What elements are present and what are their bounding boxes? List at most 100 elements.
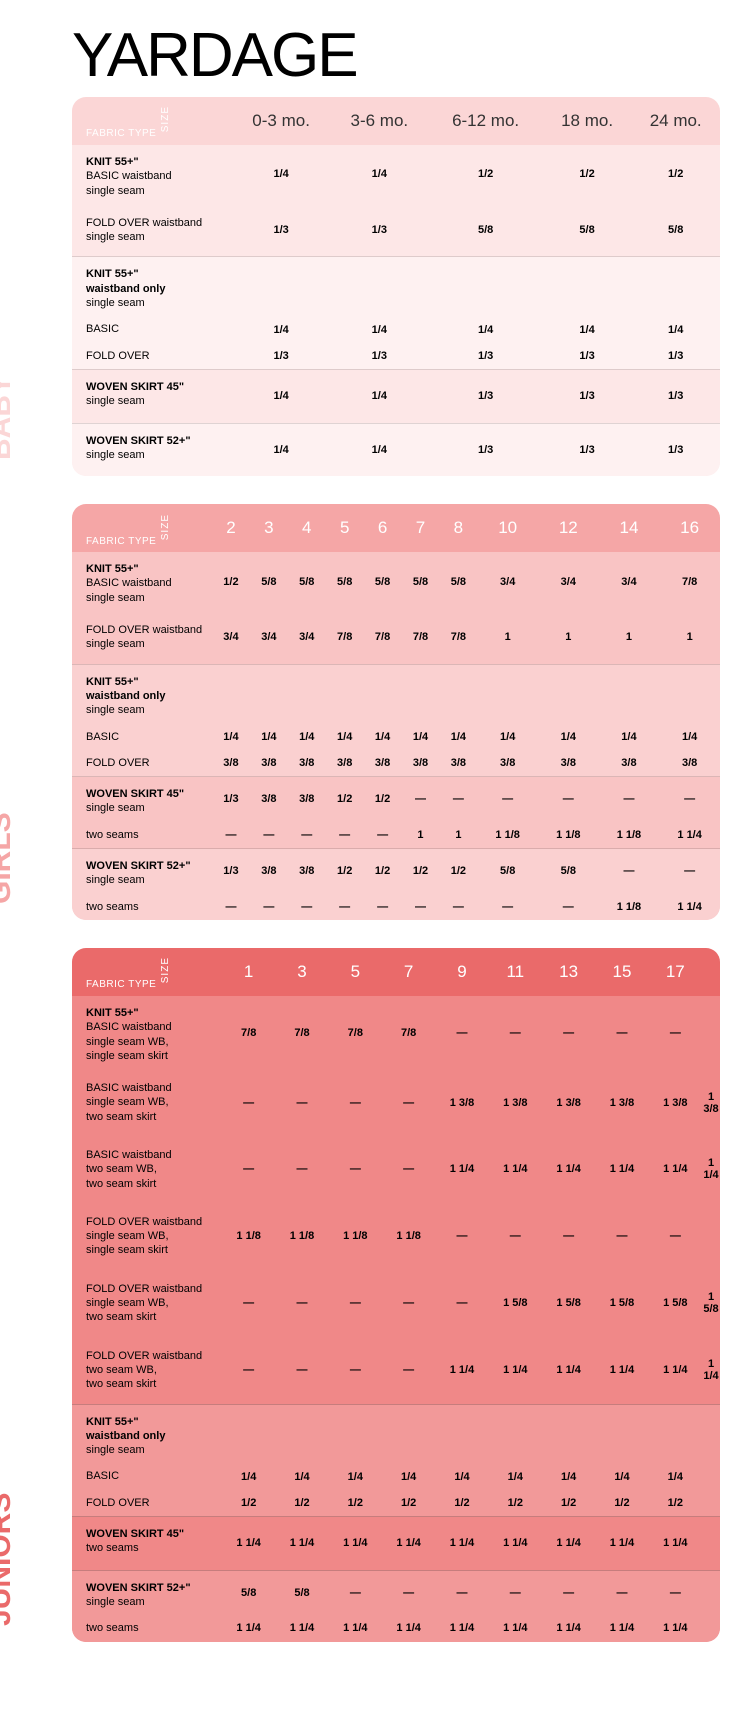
- yardage-cell: 5/8: [326, 552, 364, 611]
- yardage-cell: 1/3: [428, 369, 542, 423]
- yardage-cell: 1/3: [631, 369, 720, 423]
- section-header: KNIT 55+"waistband onlysingle seam: [72, 1404, 222, 1463]
- size-col: 6-12 mo.: [428, 97, 542, 145]
- row-label: FOLD OVER waistbandsingle seam WB,two se…: [72, 1270, 222, 1337]
- yardage-cell: 3/8: [538, 750, 599, 777]
- row-label: FOLD OVER waistbandsingle seam: [72, 204, 232, 257]
- row-label: FOLD OVER waistbandtwo seam WB,two seam …: [72, 1337, 222, 1404]
- size-col: 14: [599, 504, 660, 552]
- yardage-cell: 3/4: [599, 552, 660, 611]
- yardage-cell: —: [402, 894, 440, 920]
- yardage-cell: 5/8: [538, 849, 599, 894]
- yardage-cell: —: [222, 1136, 275, 1203]
- yardage-cell: 1 1/8: [329, 1203, 382, 1270]
- yardage-cell: 1 1/4: [595, 1615, 648, 1641]
- yardage-cell: —: [477, 777, 538, 822]
- yardage-cell: —: [329, 1337, 382, 1404]
- yardage-cell: 1/4: [232, 369, 330, 423]
- row-label: BASIC: [72, 316, 232, 342]
- yardage-cell: —: [275, 1337, 328, 1404]
- yardage-cell: 1/2: [595, 1490, 648, 1517]
- size-col: 7: [402, 504, 440, 552]
- yardage-cell: 1/2: [326, 849, 364, 894]
- yardage-cell: 1/2: [402, 849, 440, 894]
- yardage-cell: 3/8: [212, 750, 250, 777]
- yardage-cell: 1/3: [543, 343, 632, 370]
- yardage-cell: 1 1/4: [542, 1136, 595, 1203]
- yardage-cell: —: [382, 1570, 435, 1615]
- size-col: 9: [435, 948, 488, 996]
- yardage-cell: 1 1/8: [599, 894, 660, 920]
- yardage-cell: 3/8: [477, 750, 538, 777]
- yardage-cell: 1/4: [212, 724, 250, 750]
- size-col: 0-3 mo.: [232, 97, 330, 145]
- yardage-cell: 1 1/4: [595, 1337, 648, 1404]
- yardage-cell: 1/4: [232, 145, 330, 204]
- yardage-cell: 1: [439, 822, 477, 849]
- fabric-type-header: FABRIC TYPE SIZE: [72, 97, 232, 145]
- yardage-cell: 1 5/8: [595, 1270, 648, 1337]
- yardage-cell: 1 3/8: [489, 1069, 542, 1136]
- fabric-type-header: FABRIC TYPE SIZE: [72, 948, 222, 996]
- yardage-cell: 1 3/8: [542, 1069, 595, 1136]
- size-col: 12: [538, 504, 599, 552]
- yardage-cell: 3/8: [402, 750, 440, 777]
- yardage-cell: —: [382, 1136, 435, 1203]
- size-col: 5: [329, 948, 382, 996]
- yardage-cell: —: [382, 1337, 435, 1404]
- yardage-cell: 1 3/8: [595, 1069, 648, 1136]
- yardage-cell: 1 1/4: [489, 1337, 542, 1404]
- yardage-cell: —: [542, 1203, 595, 1270]
- section-header: WOVEN SKIRT 52+"single seam: [72, 1570, 222, 1615]
- size-col: 15: [595, 948, 648, 996]
- yardage-cell: 1/2: [326, 777, 364, 822]
- yardage-cell: 1/2: [543, 145, 632, 204]
- yardage-cell: 1/4: [489, 1463, 542, 1489]
- yardage-cell: 7/8: [275, 996, 328, 1069]
- yardage-cell: 1/4: [382, 1463, 435, 1489]
- yardage-cell: 1 5/8: [542, 1270, 595, 1337]
- yardage-cell: —: [489, 1570, 542, 1615]
- size-col: 5: [326, 504, 364, 552]
- yardage-cell: 1/2: [439, 849, 477, 894]
- yardage-cell: —: [212, 894, 250, 920]
- size-col: 4: [288, 504, 326, 552]
- yardage-cell: 5/8: [439, 552, 477, 611]
- yardage-cell: 3/8: [250, 777, 288, 822]
- size-col: 3: [275, 948, 328, 996]
- section-label-baby: BABY: [0, 375, 18, 460]
- row-label: FOLD OVER: [72, 343, 232, 370]
- yardage-cell: 1/4: [364, 724, 402, 750]
- size-col: 11: [489, 948, 542, 996]
- yardage-cell: —: [288, 894, 326, 920]
- yardage-cell: 7/8: [439, 611, 477, 664]
- yardage-cell: 3/8: [326, 750, 364, 777]
- size-col: 24 mo.: [631, 97, 720, 145]
- yardage-cell: 1 1/4: [649, 1517, 702, 1571]
- yardage-cell: 1 1/4: [435, 1517, 488, 1571]
- yardage-cell: —: [595, 1203, 648, 1270]
- yardage-cell: 1/2: [631, 145, 720, 204]
- size-col: 3: [250, 504, 288, 552]
- yardage-cell: 1/2: [364, 777, 402, 822]
- yardage-cell: 5/8: [275, 1570, 328, 1615]
- yardage-cell: 1/2: [435, 1490, 488, 1517]
- yardage-cell: —: [599, 777, 660, 822]
- yardage-cell: —: [402, 777, 440, 822]
- yardage-cell: 1 1/4: [649, 1136, 702, 1203]
- yardage-cell: 3/8: [250, 849, 288, 894]
- yardage-cell: 1 1/4: [382, 1517, 435, 1571]
- row-label: BASIC waistbandsingle seam WB,two seam s…: [72, 1069, 222, 1136]
- yardage-cell: 1: [599, 611, 660, 664]
- yardage-cell: 1 1/4: [489, 1136, 542, 1203]
- yardage-cell: —: [222, 1337, 275, 1404]
- yardage-cell: —: [595, 1570, 648, 1615]
- yardage-cell: 1 3/8: [649, 1069, 702, 1136]
- yardage-cell: —: [326, 822, 364, 849]
- yardage-cell: 1/4: [402, 724, 440, 750]
- yardage-cell: 7/8: [659, 552, 720, 611]
- yardage-cell: 1/2: [275, 1490, 328, 1517]
- yardage-cell: 1 1/4: [435, 1136, 488, 1203]
- size-col: 7: [382, 948, 435, 996]
- yardage-cell: —: [659, 849, 720, 894]
